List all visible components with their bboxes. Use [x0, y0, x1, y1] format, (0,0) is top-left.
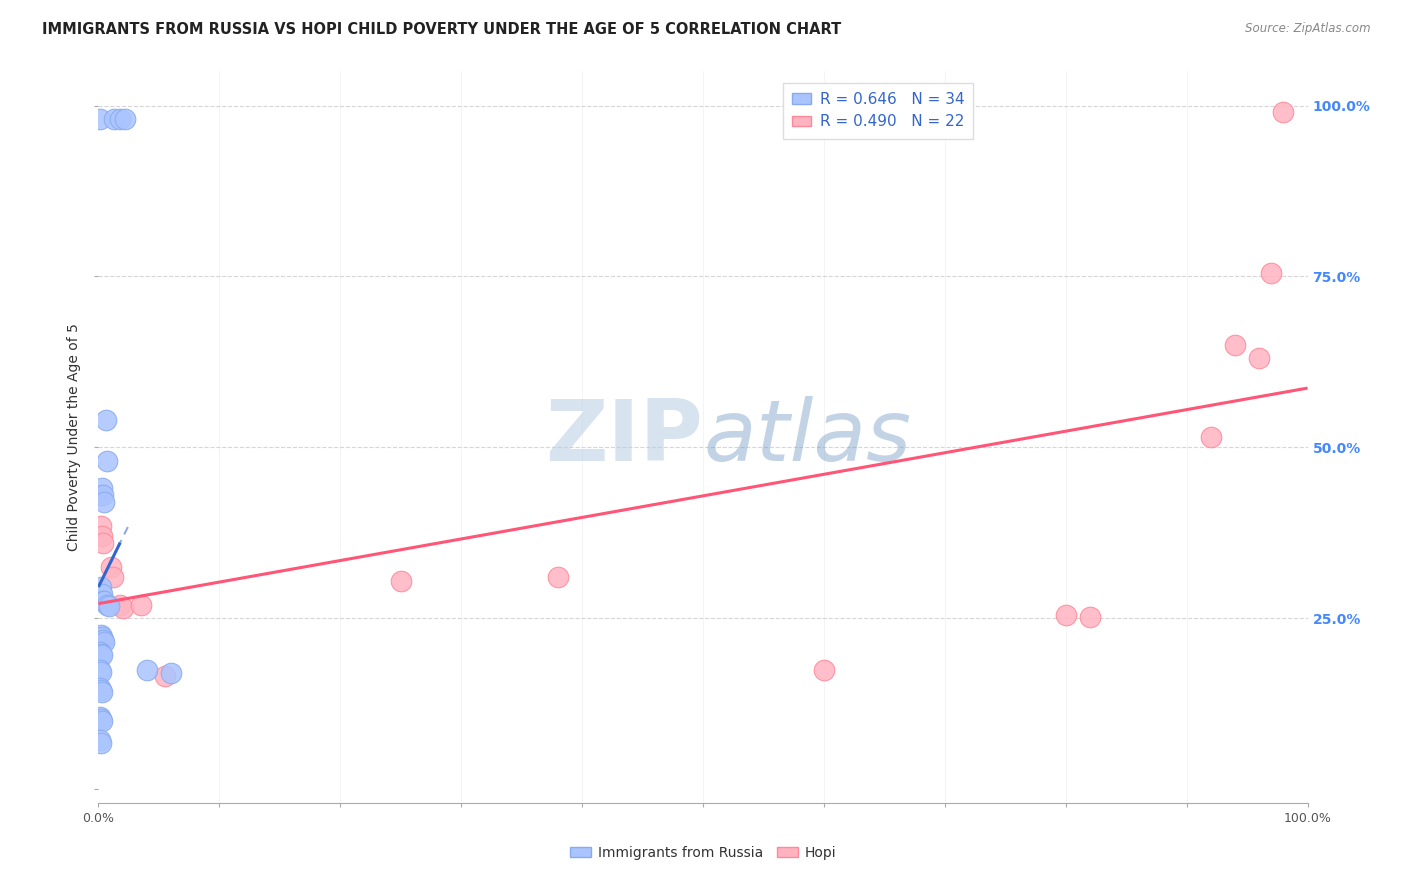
Point	[91, 714, 114, 728]
Point	[96, 454, 118, 468]
Point	[108, 112, 131, 127]
Point	[93, 635, 115, 649]
Point	[89, 631, 111, 645]
Point	[90, 683, 112, 698]
Point	[90, 665, 112, 679]
Point	[1078, 610, 1101, 624]
Point	[98, 599, 121, 613]
Point	[90, 581, 112, 595]
Point	[135, 663, 157, 677]
Point	[91, 685, 114, 699]
Point	[89, 645, 111, 659]
Y-axis label: Child Poverty Under the Age of 5: Child Poverty Under the Age of 5	[67, 323, 82, 551]
Point	[1249, 351, 1271, 366]
Point	[96, 598, 118, 612]
Point	[813, 663, 835, 677]
Point	[1260, 266, 1282, 280]
Point	[1272, 105, 1295, 120]
Point	[103, 112, 125, 127]
Point	[89, 732, 111, 747]
Point	[100, 560, 122, 574]
Point	[108, 598, 131, 612]
Point	[1199, 430, 1222, 444]
Point	[89, 663, 111, 677]
Text: ZIP: ZIP	[546, 395, 703, 479]
Point	[160, 665, 183, 680]
Text: IMMIGRANTS FROM RUSSIA VS HOPI CHILD POVERTY UNDER THE AGE OF 5 CORRELATION CHAR: IMMIGRANTS FROM RUSSIA VS HOPI CHILD POV…	[42, 22, 841, 37]
Point	[111, 601, 134, 615]
Point	[114, 112, 136, 127]
Point	[153, 669, 176, 683]
Point	[93, 594, 115, 608]
Text: atlas: atlas	[703, 395, 911, 479]
Point	[101, 570, 124, 584]
Point	[90, 635, 112, 649]
Point	[91, 648, 114, 662]
Point	[91, 536, 114, 550]
Point	[1054, 607, 1077, 622]
Point	[91, 631, 114, 645]
Point	[547, 570, 569, 584]
Point	[389, 574, 412, 588]
Legend: Immigrants from Russia, Hopi: Immigrants from Russia, Hopi	[564, 840, 842, 865]
Point	[90, 628, 112, 642]
Point	[91, 529, 114, 543]
Point	[129, 598, 152, 612]
Point	[90, 647, 112, 661]
Point	[94, 413, 117, 427]
Point	[91, 594, 114, 608]
Point	[91, 488, 114, 502]
Point	[91, 587, 114, 601]
Point	[89, 488, 111, 502]
Point	[90, 713, 112, 727]
Point	[91, 481, 114, 495]
Text: Source: ZipAtlas.com: Source: ZipAtlas.com	[1246, 22, 1371, 36]
Point	[93, 495, 115, 509]
Point	[89, 112, 111, 127]
Point	[90, 519, 112, 533]
Point	[1223, 338, 1246, 352]
Point	[89, 710, 111, 724]
Point	[89, 681, 111, 695]
Point	[90, 736, 112, 750]
Point	[91, 633, 114, 648]
